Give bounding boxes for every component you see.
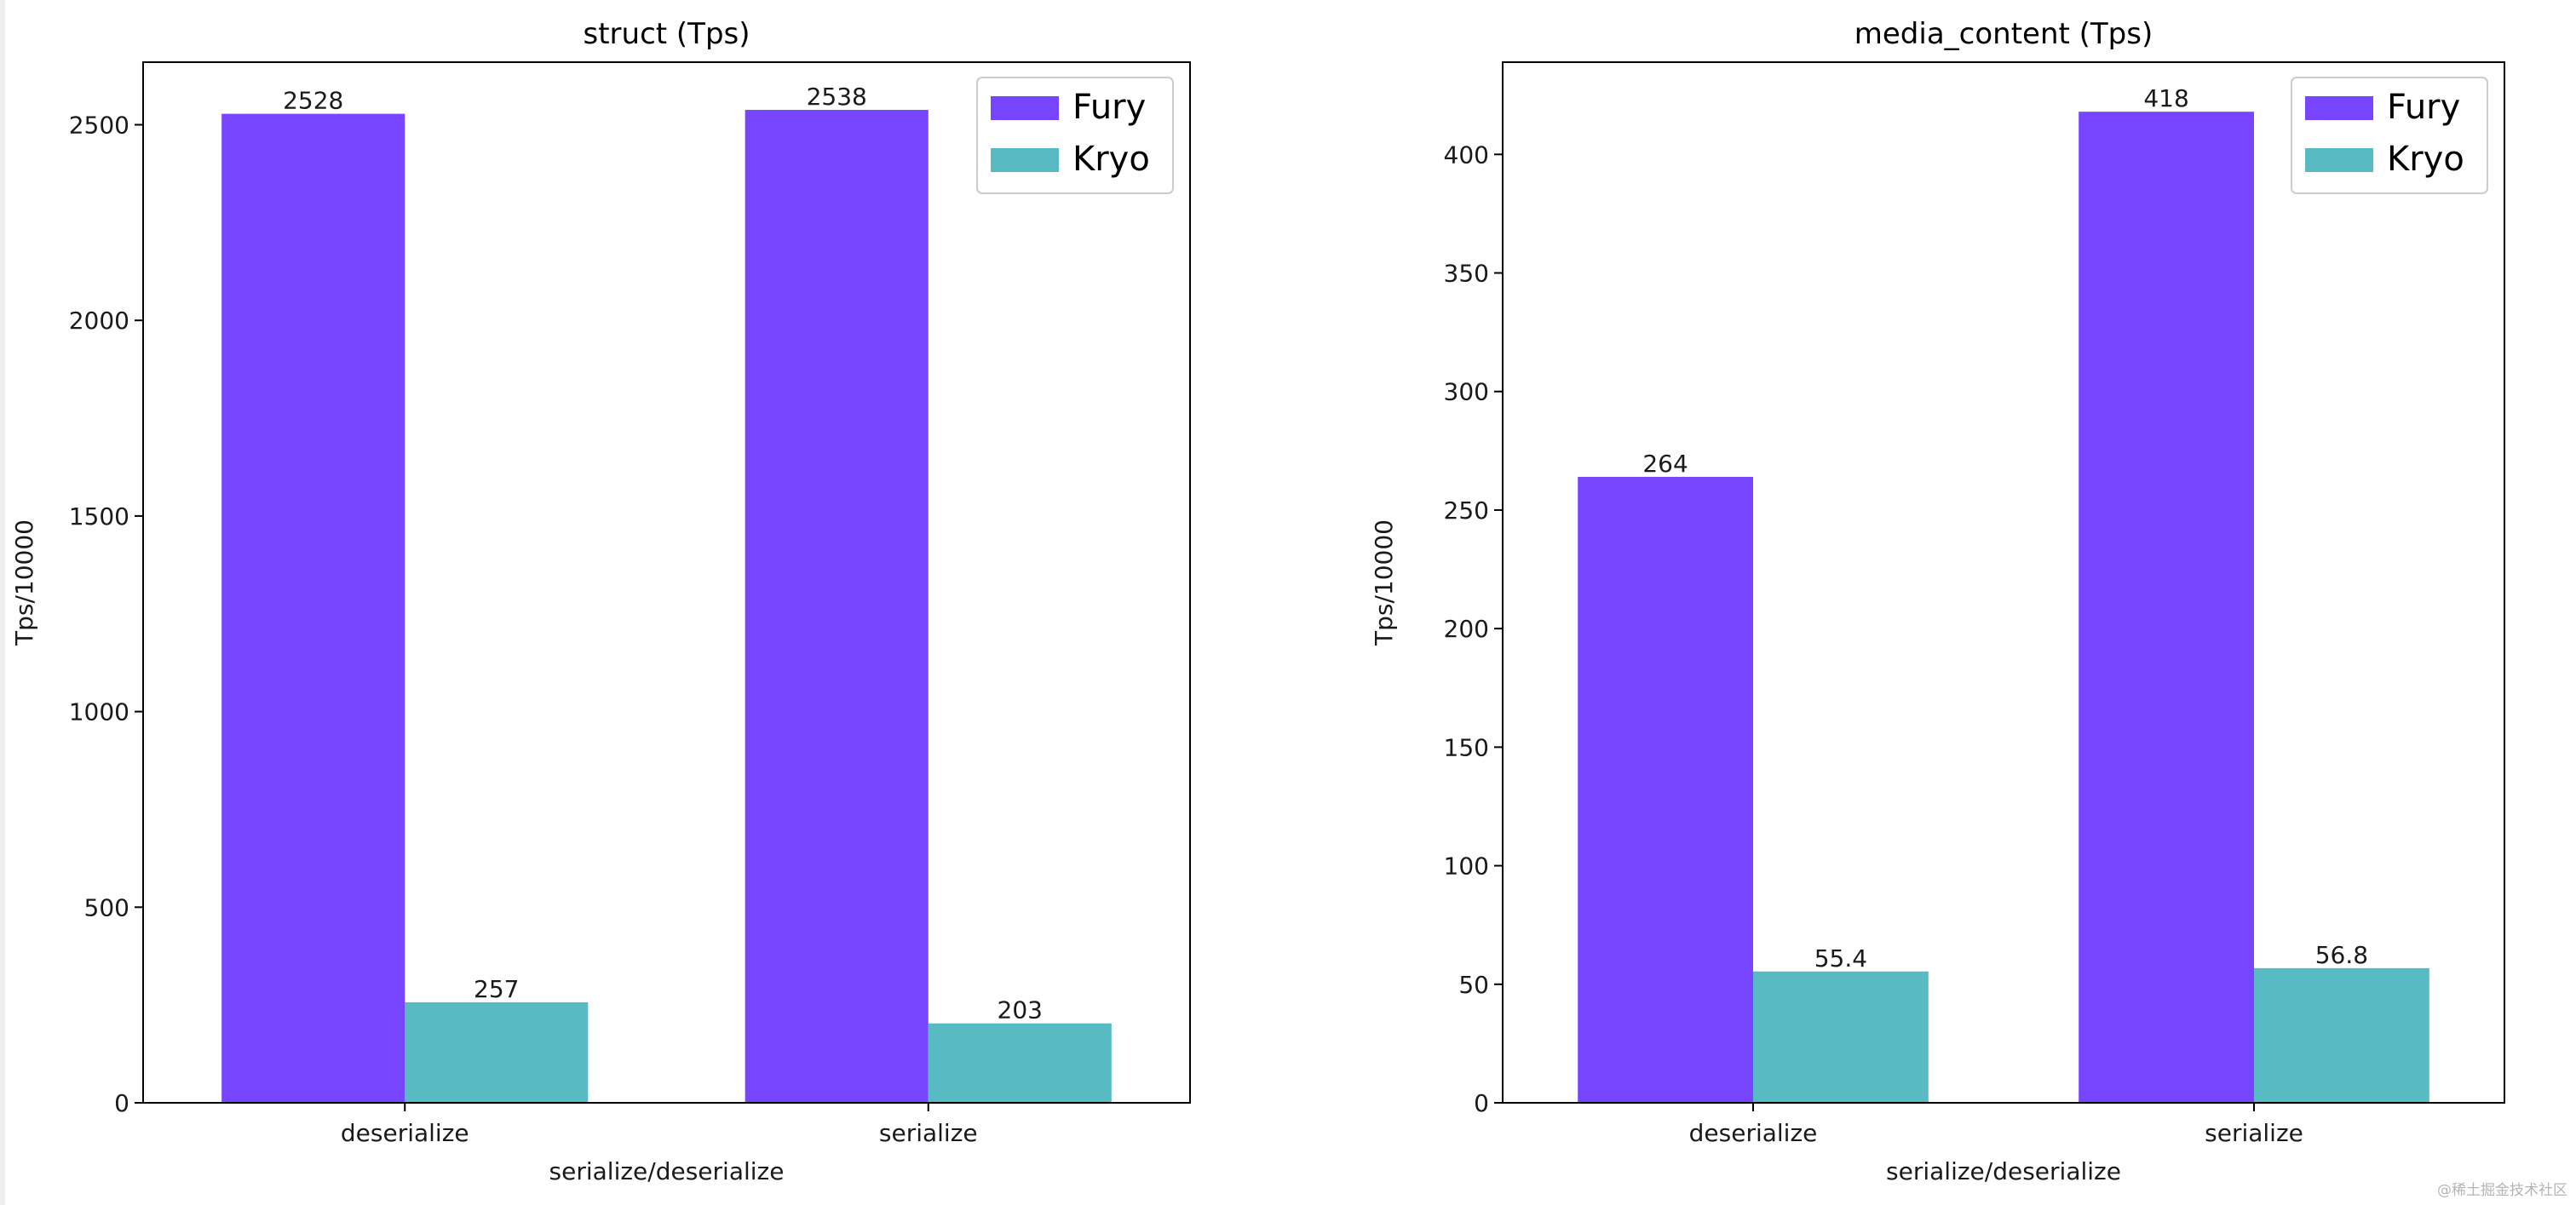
y-tick-label: 350 (1444, 260, 1489, 288)
bar-fury-serialize (2079, 112, 2254, 1104)
y-tick-label: 2500 (69, 112, 129, 140)
bar-fury-deserialize (1578, 476, 1753, 1103)
bar-kryo-serialize (2254, 967, 2429, 1103)
y-tick-label: 200 (1444, 615, 1489, 643)
x-axis-label: serialize/deserialize (549, 1157, 785, 1185)
legend-swatch-fury (991, 96, 1059, 120)
y-tick-label: 100 (1444, 852, 1489, 881)
y-tick-label: 0 (114, 1089, 129, 1117)
x-tick-label-deserialize: deserialize (1689, 1119, 1818, 1147)
data-label-fury-serialize: 2538 (807, 83, 867, 111)
y-tick-label: 150 (1444, 733, 1489, 761)
y-tick-label: 2000 (69, 307, 129, 335)
legend: Fury Kryo (2291, 77, 2488, 194)
legend-swatch-kryo (991, 148, 1059, 172)
media-content-chart: 264 418 55.4 56.8 0 50 100 150 200 250 300 350 400 de… (1370, 17, 2505, 1185)
watermark-text: @稀土掘金技术社区 (2437, 1182, 2567, 1199)
y-tick-label: 500 (84, 893, 129, 921)
bar-fury-deserialize (221, 113, 405, 1103)
y-tick-label: 300 (1444, 378, 1489, 406)
y-tick-label: 50 (1458, 971, 1489, 999)
data-label-fury-serialize: 418 (2143, 84, 2188, 112)
legend-swatch-kryo (2305, 148, 2373, 172)
legend-label-kryo: Kryo (2387, 140, 2464, 179)
x-tick-label-deserialize: deserialize (341, 1119, 469, 1147)
chart-title: struct (Tps) (584, 17, 750, 51)
data-label-fury-deserialize: 2528 (283, 87, 343, 115)
data-label-fury-deserialize: 264 (1642, 450, 1688, 478)
y-tick-label: 1500 (69, 502, 129, 531)
y-tick-label: 0 (1474, 1089, 1489, 1117)
struct-chart: 2528 2538 257 203 0 500 1000 1500 2000 2500 deseri… (10, 17, 1191, 1185)
bar-fury-serialize (745, 110, 929, 1103)
x-tick-label-serialize: serialize (879, 1119, 978, 1147)
data-label-kryo-serialize: 203 (998, 996, 1043, 1024)
data-label-kryo-deserialize: 55.4 (1814, 944, 1867, 973)
plot-frame (1502, 61, 2505, 1104)
y-tick-label: 1000 (69, 698, 129, 726)
legend-label-fury: Fury (2387, 88, 2460, 127)
legend-swatch-fury (2305, 96, 2373, 120)
chart-title: media_content (Tps) (1854, 17, 2153, 51)
x-tick-label-serialize: serialize (2205, 1119, 2303, 1147)
legend-label-fury: Fury (1072, 88, 1146, 127)
data-label-kryo-deserialize: 257 (474, 975, 519, 1003)
data-label-kryo-serialize: 56.8 (2315, 941, 2368, 969)
bar-kryo-deserialize (1753, 971, 1929, 1103)
legend: Fury Kryo (976, 77, 1174, 194)
plot-frame (142, 61, 1191, 1104)
y-axis-label: Tps/10000 (1370, 519, 1398, 646)
y-tick-label: 250 (1444, 496, 1489, 525)
y-axis-label: Tps/10000 (10, 519, 38, 646)
y-tick-label: 400 (1444, 141, 1489, 169)
legend-label-kryo: Kryo (1072, 140, 1150, 179)
bar-kryo-serialize (928, 1023, 1112, 1103)
bar-kryo-deserialize (405, 1001, 589, 1103)
x-axis-label: serialize/deserialize (1886, 1157, 2121, 1185)
